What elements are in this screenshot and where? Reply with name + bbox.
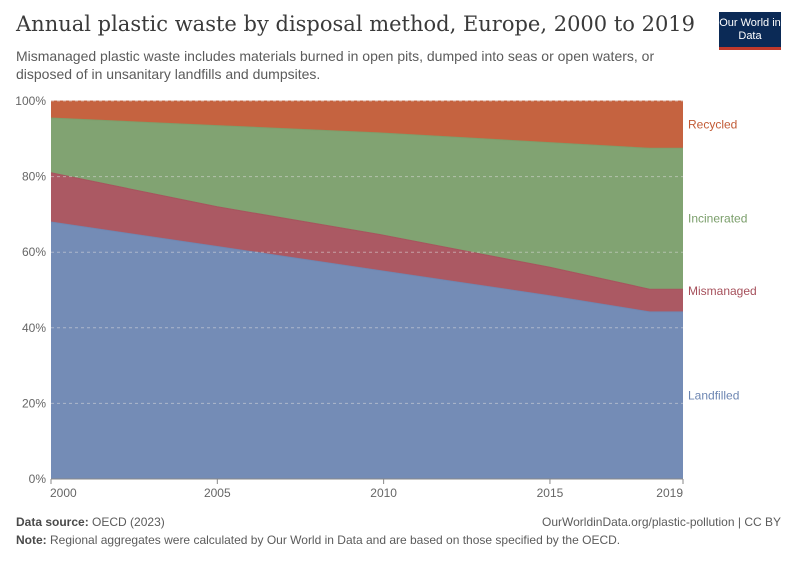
line-landfilled [50,221,683,313]
y-tick-label: 80% [22,170,46,184]
area-recycled[interactable] [51,101,683,149]
y-tick-label: 20% [22,396,46,410]
logo-text: Our World in Data [719,17,781,42]
line-mismanaged [50,172,683,290]
note-text: Regional aggregates were calculated by O… [50,533,621,547]
legend-label-mismanaged[interactable]: Mismanaged [688,284,757,298]
chart-title: Annual plastic waste by disposal method,… [16,12,696,36]
y-tick-label: 100% [15,94,46,108]
x-tick-label: 2005 [204,486,231,500]
owid-logo[interactable]: Our World in Data [719,12,781,50]
x-tick-label: 2015 [537,486,564,500]
x-tick-label: 2019 [656,486,683,500]
legend-label-incinerated[interactable]: Incinerated [688,212,747,226]
note-label: Note: [16,533,47,547]
x-tick-label: 2000 [50,486,77,500]
legend-label-landfilled[interactable]: Landfilled [688,388,739,402]
y-tick-label: 60% [22,245,46,259]
chart-note: Note: Regional aggregates were calculate… [16,533,620,547]
area-mismanaged[interactable] [51,172,683,312]
area-landfilled[interactable] [51,222,683,479]
chart-subtitle: Mismanaged plastic waste includes materi… [16,48,655,82]
legend-label-recycled[interactable]: Recycled [688,118,737,132]
data-source: Data source: OECD (2023) [16,515,165,529]
area-incinerated[interactable] [51,118,683,290]
source-url[interactable]: OurWorldinData.org/plastic-pollution | C… [542,515,781,529]
x-tick-label: 2010 [370,486,397,500]
source-label: Data source: [16,515,89,529]
y-tick-label: 0% [29,472,47,486]
line-incinerated [50,117,683,149]
y-tick-label: 40% [22,321,46,335]
source-text[interactable]: OECD (2023) [92,515,165,529]
